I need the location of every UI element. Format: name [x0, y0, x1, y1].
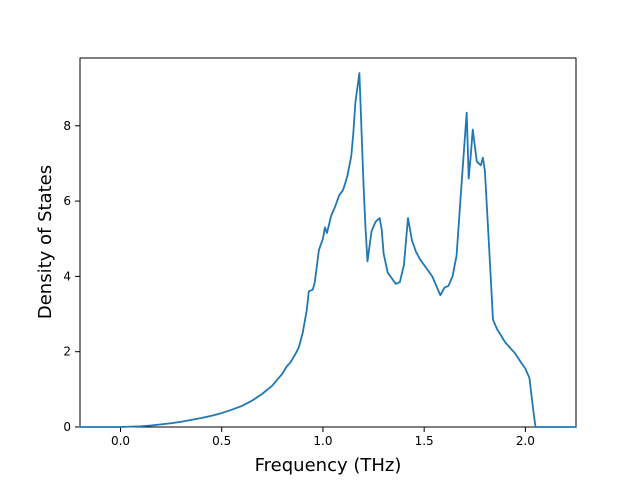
y-tick-label: 8 [63, 119, 71, 133]
dos-series-line [79, 72, 577, 428]
x-tick-label: 0.0 [111, 434, 130, 448]
x-axis-label: Frequency (THz) [255, 455, 402, 476]
y-axis-label: Density of States [35, 165, 56, 319]
y-tick-label: 2 [63, 345, 71, 359]
plot-frame [79, 57, 577, 428]
x-axis-ticks: 0.0 0.5 1.0 1.5 2.0 [111, 427, 535, 448]
x-tick-label: 1.5 [415, 434, 434, 448]
x-tick-label: 0.5 [212, 434, 231, 448]
x-tick-label: 1.0 [313, 434, 332, 448]
x-tick-label: 2.0 [516, 434, 535, 448]
series-layer [79, 72, 577, 428]
y-tick-label: 4 [63, 269, 71, 283]
y-tick-label: 0 [63, 420, 71, 434]
y-axis-ticks: 0 2 4 6 8 [63, 119, 80, 434]
y-tick-label: 6 [63, 194, 71, 208]
